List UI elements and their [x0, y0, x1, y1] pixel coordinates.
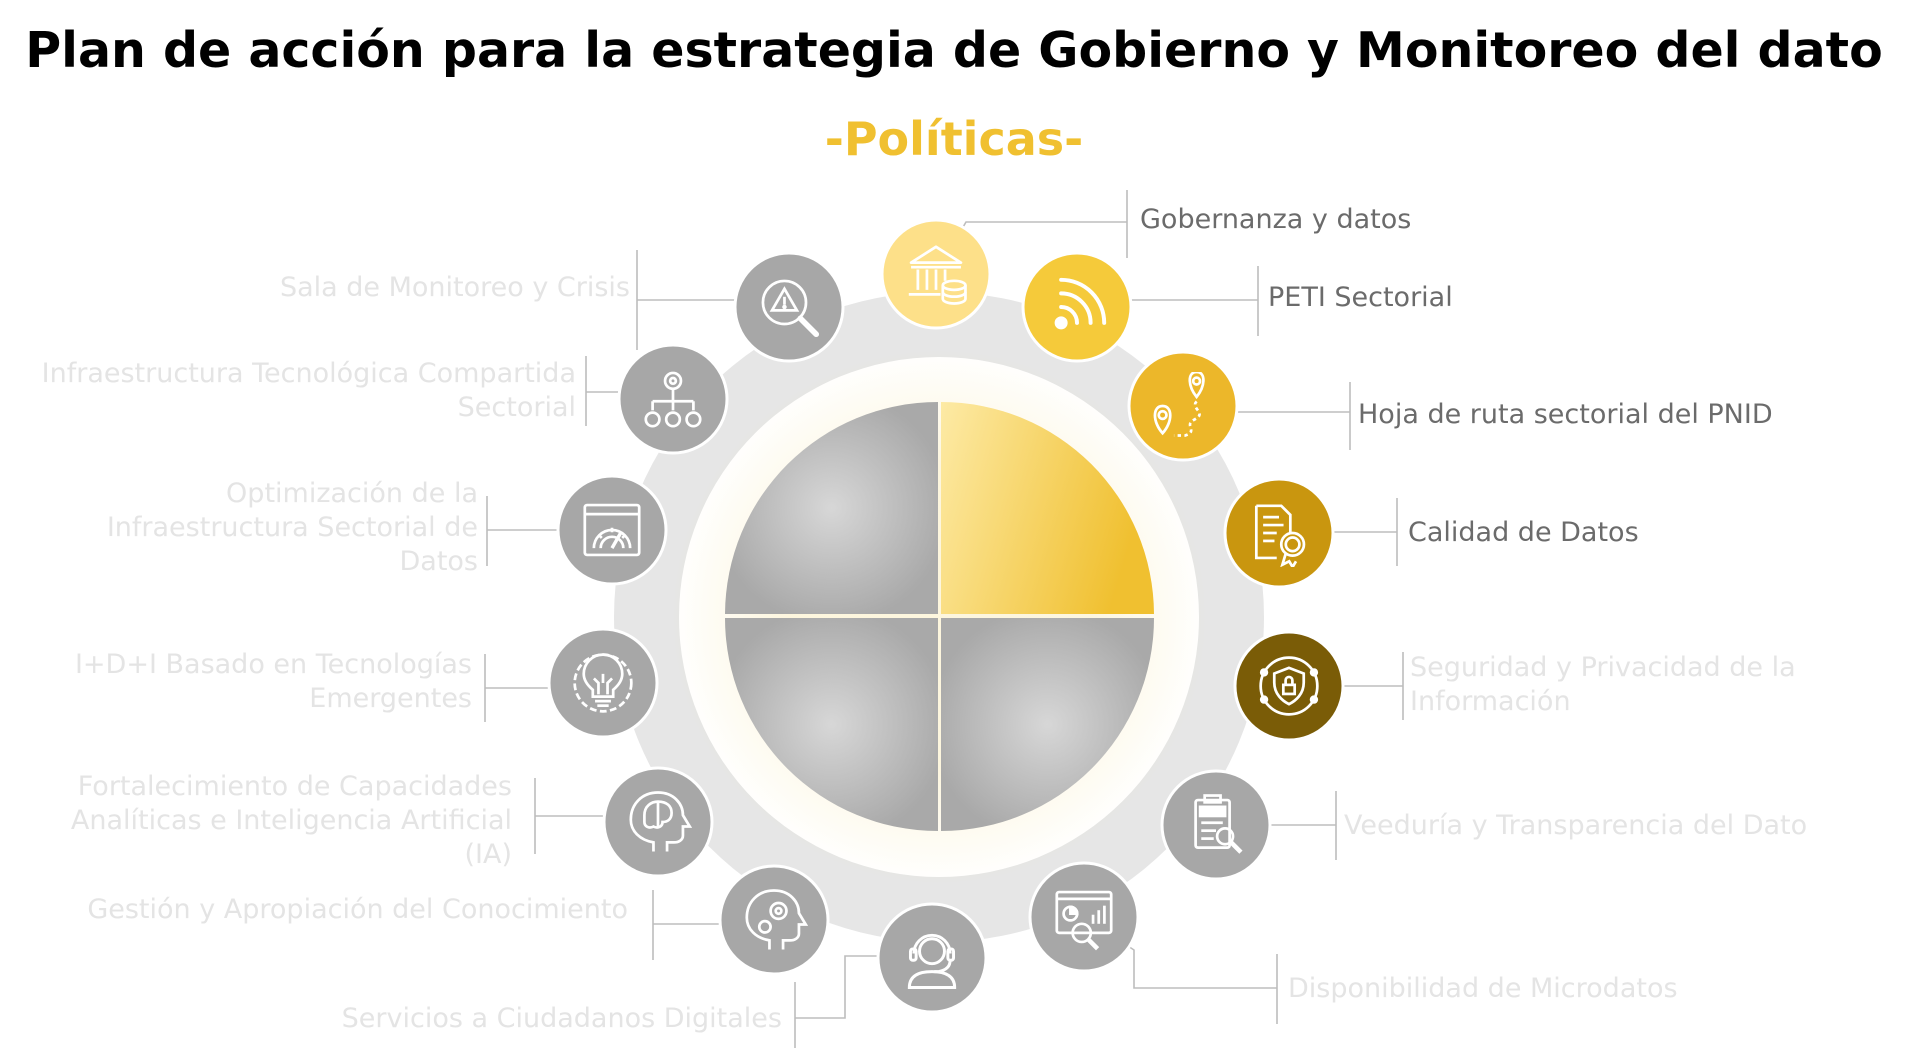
node-circle[interactable] — [1160, 769, 1272, 881]
policy-label-6[interactable]: Veeduría y Transparencia del Dato — [1344, 810, 1808, 841]
quadrant-top-right-highlight — [941, 402, 1154, 614]
policy-label-12[interactable]: Optimización de la Infraestructura Secto… — [106, 478, 478, 577]
node-circle[interactable] — [733, 251, 845, 363]
policy-label-9[interactable]: Gestión y Apropiación del Conocimiento — [87, 894, 628, 925]
policy-label-10[interactable]: Fortalecimiento de Capacidades Analítica… — [70, 771, 512, 870]
node-circle[interactable] — [1223, 477, 1335, 589]
policy-label-2[interactable]: PETI Sectorial — [1268, 282, 1453, 313]
policy-node-4[interactable] — [1223, 477, 1398, 589]
center-glow — [671, 349, 1207, 885]
policy-node-13[interactable] — [585, 343, 729, 455]
policy-label-8[interactable]: Servicios a Ciudadanos Digitales — [341, 1003, 782, 1034]
node-circle[interactable] — [1127, 350, 1239, 462]
policy-label-3[interactable]: Hoja de ruta sectorial del PNID — [1358, 399, 1773, 430]
node-circle[interactable] — [876, 902, 988, 1014]
center-circle — [671, 349, 1207, 885]
policy-node-5[interactable] — [1233, 630, 1404, 742]
section-subtitle: -Políticas- — [824, 112, 1084, 166]
quadrant-top-left — [725, 402, 938, 614]
policy-label-4[interactable]: Calidad de Datos — [1408, 517, 1639, 548]
node-circle[interactable] — [1021, 251, 1133, 363]
policy-label-11[interactable]: I+D+I Basado en Tecnologías Emergentes — [74, 649, 472, 714]
policy-node-3[interactable] — [1127, 350, 1351, 462]
policy-label-7[interactable]: Disponibilidad de Microdatos — [1288, 973, 1678, 1004]
policy-node-14[interactable] — [636, 250, 845, 363]
policy-nodes — [484, 190, 1404, 1048]
policy-label-1[interactable]: Gobernanza y datos — [1140, 204, 1412, 235]
policy-node-7[interactable] — [1028, 861, 1278, 1024]
policy-node-2[interactable] — [1021, 251, 1259, 363]
policy-node-12[interactable] — [486, 474, 668, 586]
node-circle[interactable] — [1028, 861, 1140, 973]
node-circle[interactable] — [718, 864, 830, 976]
page-title: Plan de acción para la estrategia de Gob… — [25, 22, 1883, 79]
policy-node-9[interactable] — [652, 864, 830, 976]
policy-label-13[interactable]: Infraestructura Tecnológica Compartida S… — [41, 358, 576, 423]
policy-label-14[interactable]: Sala de Monitoreo y Crisis — [279, 272, 630, 303]
policy-node-6[interactable] — [1160, 769, 1337, 881]
quadrant-bottom-left — [725, 618, 938, 831]
policy-node-1[interactable] — [880, 190, 1128, 330]
policy-node-10[interactable] — [534, 766, 714, 878]
policy-node-11[interactable] — [484, 627, 659, 739]
quadrant-bottom-right — [941, 618, 1154, 831]
policy-node-8[interactable] — [794, 902, 988, 1048]
policy-label-5[interactable]: Seguridad y Privacidad de la Información — [1410, 652, 1796, 717]
